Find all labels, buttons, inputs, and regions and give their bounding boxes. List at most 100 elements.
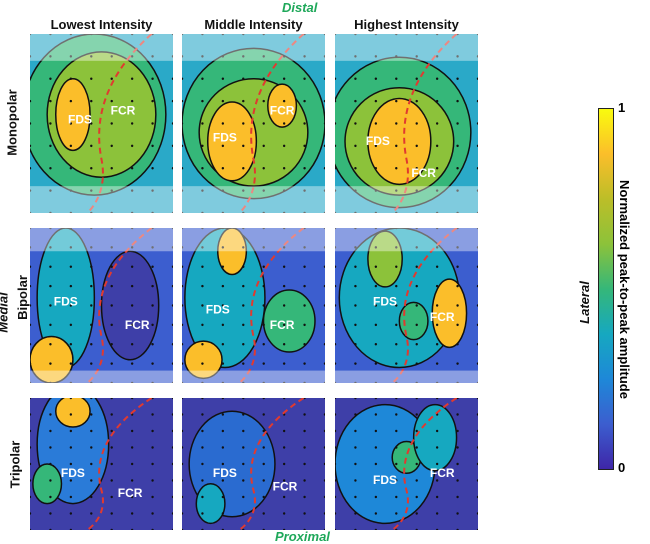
electrode-dot <box>282 55 286 58</box>
electrode-dot <box>374 528 378 530</box>
electrode-dot <box>354 446 357 449</box>
electrode-dot <box>282 462 286 466</box>
electrode-dot <box>354 462 357 466</box>
electrode-dot <box>30 446 32 449</box>
electrode-dot <box>374 381 378 383</box>
electrode-dot <box>395 122 398 125</box>
electrode-dot <box>90 323 93 327</box>
electrode-dot <box>323 304 325 307</box>
electrode-dot <box>456 413 459 416</box>
electrode-dot <box>69 144 73 148</box>
electrode-dot <box>69 284 73 288</box>
electrode-dot <box>69 265 73 268</box>
electrode-dot <box>151 413 154 416</box>
electrode-dot <box>110 284 113 288</box>
electrode-dot <box>476 413 478 416</box>
electrode-dot <box>221 362 225 365</box>
electrode-dot <box>435 246 439 249</box>
electrode-dot <box>476 304 478 307</box>
electrode-dot <box>110 144 113 148</box>
electrode-dot <box>130 381 134 383</box>
electrode-dot <box>221 167 225 170</box>
electrode-dot <box>335 228 337 230</box>
electrode-dot <box>49 34 52 36</box>
electrode-dot <box>90 479 93 482</box>
electrode-dot <box>415 343 418 346</box>
electrode-dot <box>476 512 478 515</box>
column-title-middle: Middle Intensity <box>204 17 303 32</box>
electrode-dot <box>242 284 245 288</box>
electrode-dot <box>221 77 225 80</box>
electrode-dot <box>182 398 184 400</box>
electrode-dot <box>282 284 286 288</box>
electrode-dot <box>90 55 93 58</box>
electrode-dot <box>415 479 418 482</box>
electrode-dot <box>435 479 439 482</box>
electrode-dot <box>435 446 439 449</box>
electrode-dot <box>415 381 418 383</box>
electrode-dot <box>171 362 173 365</box>
electrode-dot <box>335 189 337 192</box>
electrode-dot <box>262 446 265 449</box>
electrode-dot <box>201 122 204 125</box>
electrode-dot <box>151 495 154 499</box>
electrode-dot <box>374 323 378 327</box>
electrode-dot <box>282 211 286 213</box>
electrode-dot <box>476 343 478 346</box>
electrode-dot <box>354 323 357 327</box>
electrode-dot <box>171 144 173 148</box>
electrode-dot <box>49 429 52 433</box>
electrode-dot <box>476 144 478 148</box>
electrode-dot <box>282 189 286 192</box>
electrode-dot <box>201 228 204 230</box>
electrode-dot <box>323 528 325 530</box>
contour-panel-monopolar-0: FDS FCR <box>30 34 173 213</box>
contour-region <box>100 250 160 361</box>
electrode-dot <box>303 284 306 288</box>
contour-region <box>412 403 458 472</box>
electrode-dot <box>221 381 225 383</box>
contour-panel-tripolar-2: FDS FCR <box>335 398 478 530</box>
electrode-dot <box>323 479 325 482</box>
electrode-dot <box>49 284 52 288</box>
electrode-dot <box>262 122 265 125</box>
electrode-dot <box>303 413 306 416</box>
electrode-dot <box>395 284 398 288</box>
electrode-dot <box>221 512 225 515</box>
contour-panel-monopolar-1: FDS FCR <box>182 34 325 213</box>
electrode-dot <box>30 144 32 148</box>
electrode-dot <box>151 343 154 346</box>
electrode-dot <box>354 189 357 192</box>
electrode-dot <box>130 284 134 288</box>
electrode-dot <box>395 55 398 58</box>
electrode-dot <box>262 495 265 499</box>
electrode-dot <box>323 228 325 230</box>
electrode-dot <box>303 362 306 365</box>
electrode-dot <box>201 265 204 268</box>
electrode-dot <box>456 144 459 148</box>
electrode-dot <box>262 99 265 103</box>
electrode-dot <box>323 429 325 433</box>
electrode-dot <box>303 343 306 346</box>
electrode-dot <box>201 284 204 288</box>
electrode-dot <box>151 211 154 213</box>
electrode-dot <box>221 398 225 400</box>
overlay-bottom <box>182 186 325 213</box>
electrode-dot <box>30 343 32 346</box>
electrode-dot <box>262 479 265 482</box>
electrode-dot <box>182 323 184 327</box>
electrode-dot <box>110 413 113 416</box>
electrode-dot <box>395 77 398 80</box>
electrode-dot <box>456 99 459 103</box>
column-title-highest: Highest Intensity <box>354 17 459 32</box>
electrode-dot <box>171 284 173 288</box>
electrode-dot <box>49 381 52 383</box>
electrode-dot <box>435 144 439 148</box>
electrode-dot <box>221 144 225 148</box>
electrode-dot <box>323 512 325 515</box>
electrode-dot <box>262 246 265 249</box>
electrode-dot <box>303 265 306 268</box>
electrode-dot <box>242 343 245 346</box>
electrode-dot <box>335 479 337 482</box>
electrode-dot <box>415 413 418 416</box>
